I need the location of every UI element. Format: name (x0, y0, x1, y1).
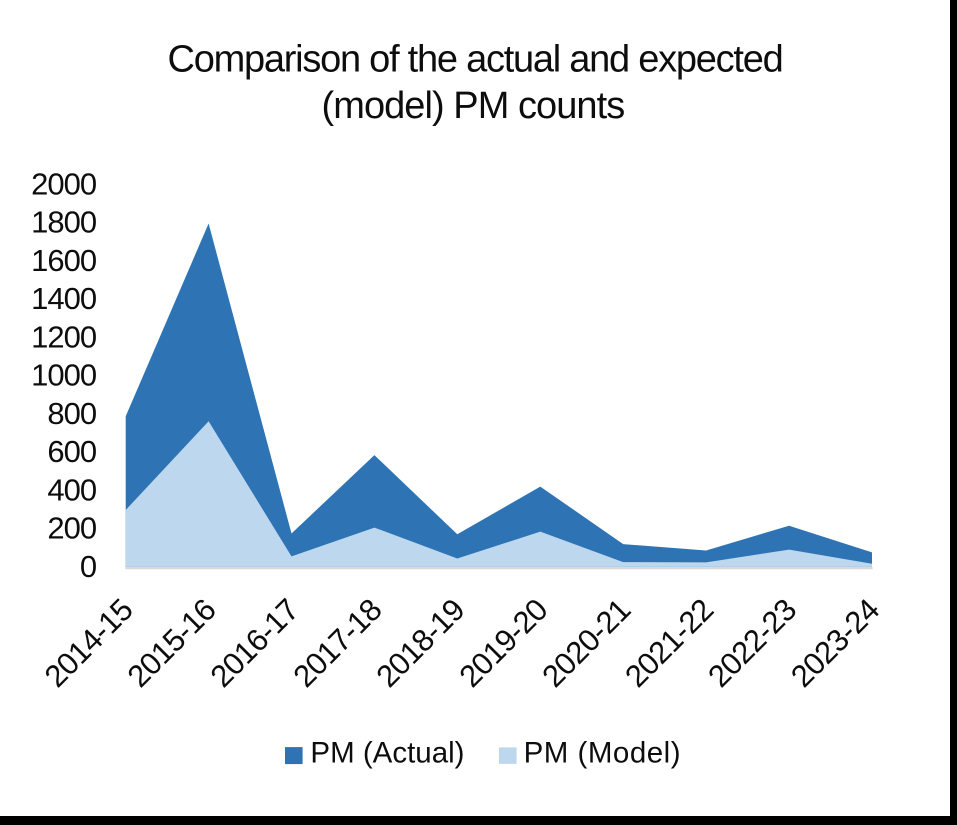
svg-text:1600: 1600 (31, 243, 97, 278)
svg-text:Comparison of the actual and e: Comparison of the actual and expected (168, 38, 783, 80)
svg-text:800: 800 (47, 396, 96, 431)
svg-text:1200: 1200 (31, 319, 97, 354)
svg-text:2000: 2000 (31, 166, 97, 201)
svg-text:1400: 1400 (31, 281, 97, 316)
svg-text:1000: 1000 (31, 358, 97, 393)
svg-text:PM (Actual): PM (Actual) (310, 737, 464, 770)
svg-text:PM (Model): PM (Model) (524, 737, 681, 770)
svg-text:600: 600 (47, 434, 96, 469)
svg-text:400: 400 (47, 472, 96, 507)
svg-text:200: 200 (47, 511, 96, 546)
svg-text:0: 0 (80, 549, 97, 584)
svg-text:(model) PM counts: (model) PM counts (322, 85, 625, 127)
svg-text:1800: 1800 (31, 205, 97, 240)
